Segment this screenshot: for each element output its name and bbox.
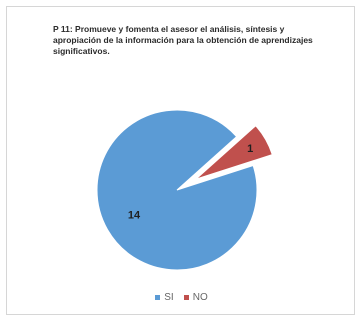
legend-label-no: NO xyxy=(192,292,208,303)
legend-label-si: SI xyxy=(164,292,174,303)
data-label-no: 1 xyxy=(247,143,253,155)
chart-title: P 11: Promueve y fomenta el asesor el an… xyxy=(53,24,313,56)
chart-legend: SI NO xyxy=(0,292,363,303)
legend-swatch-si xyxy=(155,294,161,300)
legend-swatch-no xyxy=(183,294,189,300)
data-label-si: 14 xyxy=(128,210,141,222)
pie-slices xyxy=(96,109,273,271)
pie-data-labels: 14 1 xyxy=(128,143,253,222)
pie-slice-si xyxy=(96,109,258,271)
pie-slice-no xyxy=(195,125,273,180)
legend-item-si: SI xyxy=(155,292,174,303)
legend-item-no: NO xyxy=(183,292,208,303)
